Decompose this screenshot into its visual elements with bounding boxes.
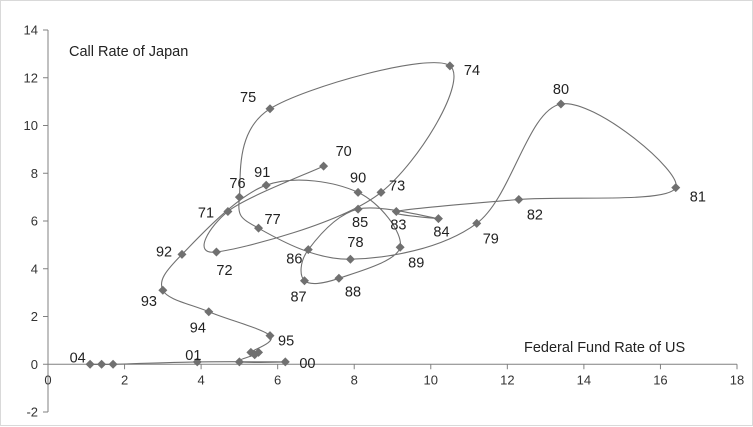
x-tick-label: 4 — [197, 372, 204, 387]
data-point-marker — [211, 247, 221, 257]
point-label: 82 — [527, 208, 543, 224]
point-label: 79 — [483, 231, 499, 247]
data-point-marker — [299, 276, 309, 286]
point-label: 91 — [254, 165, 270, 181]
x-tick-label: 10 — [424, 372, 438, 387]
y-axis-title: Call Rate of Japan — [69, 44, 188, 60]
point-labels: 70 71 72 73 74 75 76 77 78 79 80 81 82 83 84 85 86 87 88 89… — [70, 63, 706, 372]
y-tick-label: 2 — [31, 309, 38, 324]
data-point-marker — [108, 359, 118, 369]
point-label: 80 — [553, 82, 569, 98]
data-point-marker — [556, 99, 566, 109]
point-label: 84 — [433, 225, 449, 241]
data-point-marker — [204, 307, 214, 317]
x-tick-label: 16 — [653, 372, 667, 387]
data-point-marker — [433, 214, 443, 224]
x-axis-ticks: 0 2 4 6 8 10 12 14 16 18 — [44, 364, 744, 387]
data-point-marker — [265, 104, 275, 114]
y-axis-ticks: -2 0 2 4 6 8 10 12 14 — [24, 23, 48, 420]
data-point-marker — [353, 187, 363, 197]
y-tick-label: 4 — [31, 261, 38, 276]
point-label: 81 — [690, 190, 706, 206]
x-tick-label: 0 — [44, 372, 51, 387]
point-label: 72 — [216, 263, 232, 279]
y-tick-label: 14 — [24, 23, 38, 38]
data-point-marker — [334, 273, 344, 283]
point-label: 78 — [347, 235, 363, 251]
data-point-marker — [280, 357, 290, 367]
point-label: 83 — [390, 217, 406, 233]
data-point-marker — [223, 206, 233, 216]
point-label: 01 — [185, 348, 201, 364]
data-point-marker — [514, 195, 524, 205]
y-tick-label: 6 — [31, 214, 38, 229]
point-label: 00 — [299, 356, 315, 372]
x-tick-label: 18 — [730, 372, 744, 387]
point-label: 87 — [290, 290, 306, 306]
data-point-marker — [265, 331, 275, 341]
axes: -2 0 2 4 6 8 10 12 14 0 2 4 6 8 10 12 14 16 18 — [24, 23, 745, 420]
point-label: 71 — [198, 205, 214, 221]
data-point-marker — [97, 359, 107, 369]
data-point-marker — [353, 204, 363, 214]
data-point-marker — [472, 218, 482, 228]
point-label: 86 — [286, 252, 302, 268]
point-label: 94 — [190, 321, 206, 337]
point-label: 77 — [265, 212, 281, 228]
y-tick-label: 12 — [24, 70, 38, 85]
x-tick-label: 12 — [500, 372, 514, 387]
point-label: 73 — [389, 178, 405, 194]
point-label: 93 — [141, 294, 157, 310]
data-point-marker — [395, 242, 405, 252]
data-point-marker — [445, 61, 455, 71]
series-markers — [85, 61, 681, 369]
y-tick-label: -2 — [26, 405, 38, 420]
series-line — [89, 62, 677, 365]
data-point-marker — [192, 357, 202, 367]
point-label: 88 — [345, 284, 361, 300]
data-point-marker — [254, 223, 264, 233]
x-tick-label: 2 — [121, 372, 128, 387]
point-label: 92 — [156, 244, 172, 260]
data-point-marker — [177, 249, 187, 259]
x-tick-label: 14 — [577, 372, 591, 387]
x-tick-label: 8 — [351, 372, 358, 387]
point-label: 90 — [350, 170, 366, 186]
data-point-marker — [234, 192, 244, 202]
point-label: 74 — [464, 63, 480, 79]
y-tick-label: 10 — [24, 118, 38, 133]
x-tick-label: 6 — [274, 372, 281, 387]
x-axis-title: Federal Fund Rate of US — [524, 340, 685, 356]
point-label: 76 — [229, 176, 245, 192]
y-tick-label: 8 — [31, 166, 38, 181]
data-point-marker — [261, 180, 271, 190]
data-point-marker — [345, 254, 355, 264]
data-point-marker — [391, 206, 401, 216]
point-label: 75 — [240, 90, 256, 106]
point-label: 70 — [336, 144, 352, 160]
data-point-marker — [250, 350, 260, 360]
point-label: 04 — [70, 350, 86, 366]
point-label: 89 — [408, 255, 424, 271]
point-label: 85 — [352, 215, 368, 231]
data-point-marker — [158, 285, 168, 295]
point-label: 95 — [278, 334, 294, 350]
data-point-marker — [376, 187, 386, 197]
y-tick-label: 0 — [31, 357, 38, 372]
data-point-marker — [234, 357, 244, 367]
data-point-marker — [671, 183, 681, 193]
data-point-marker — [85, 359, 95, 369]
data-point-marker — [303, 245, 313, 255]
data-point-marker — [319, 161, 329, 171]
